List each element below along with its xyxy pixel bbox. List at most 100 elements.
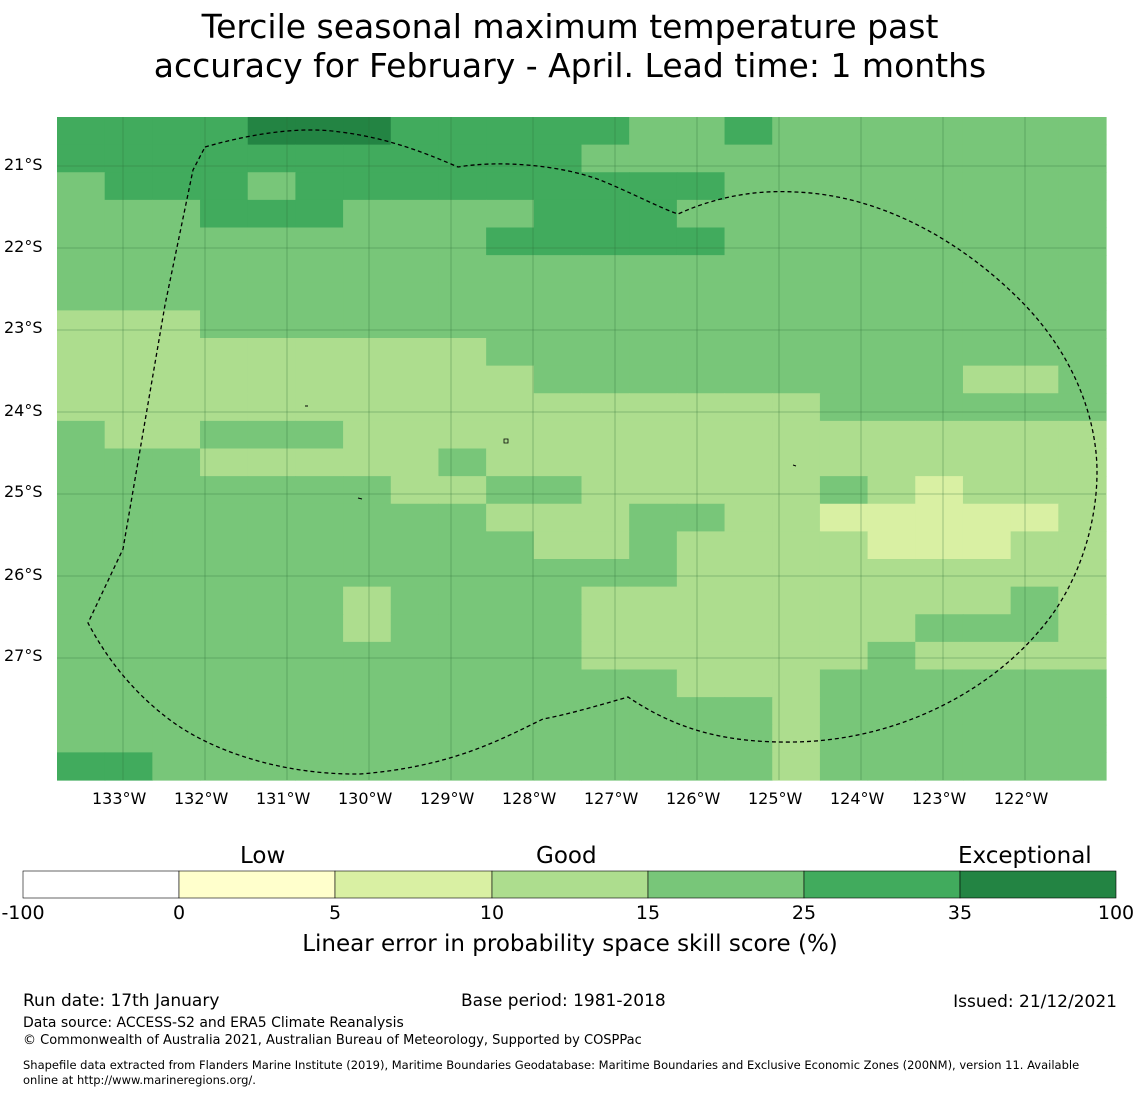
- grid-cell: [57, 117, 106, 146]
- grid-cell: [724, 448, 773, 477]
- lon-label: 123°W: [912, 789, 967, 808]
- grid-cell: [676, 365, 726, 394]
- grid-cell: [1010, 586, 1059, 615]
- island-marker: [503, 438, 509, 444]
- grid-cell: [486, 614, 535, 643]
- grid-cell: [486, 531, 535, 560]
- grid-cell: [819, 420, 869, 450]
- lat-label: 25°S: [4, 482, 43, 501]
- grid-cell: [343, 227, 392, 256]
- grid-cell: [200, 614, 249, 643]
- grid-cell: [200, 282, 249, 311]
- grid-cell: [200, 393, 249, 422]
- grid-cell: [581, 586, 630, 615]
- grid-cell: [152, 199, 201, 229]
- grid-cell: [438, 117, 487, 146]
- grid-cell: [295, 365, 344, 394]
- grid-cell: [867, 614, 916, 643]
- grid-cell: [486, 503, 535, 532]
- grid-cell: [1058, 559, 1107, 588]
- grid-cell: [1058, 448, 1107, 477]
- grid-cell: [104, 752, 153, 781]
- grid-cell: [915, 420, 964, 450]
- grid-cell: [438, 586, 487, 615]
- grid-cell: [390, 614, 440, 643]
- grid-cell: [295, 752, 344, 781]
- grid-cell: [390, 448, 440, 477]
- grid-cell: [629, 641, 678, 671]
- grid-cell: [343, 393, 392, 422]
- grid-cell: [486, 310, 535, 339]
- grid-cell: [629, 669, 678, 698]
- grid-cell: [867, 559, 916, 588]
- grid-cell: [104, 448, 153, 477]
- grid-cell: [581, 310, 630, 339]
- grid-cell: [104, 586, 153, 615]
- grid-cell: [438, 614, 487, 643]
- grid-cell: [867, 365, 916, 394]
- grid-cell: [724, 255, 773, 284]
- grid-cell: [1058, 117, 1107, 146]
- grid-cell: [962, 752, 1012, 781]
- grid-cell: [676, 476, 726, 505]
- grid-cell: [486, 586, 535, 615]
- grid-cell: [57, 144, 106, 173]
- base-period: Base period: 1981-2018: [461, 991, 666, 1011]
- colorbar-axis-label: Linear error in probability space skill …: [302, 931, 838, 957]
- grid-cell: [962, 448, 1012, 477]
- grid-cell: [581, 199, 630, 229]
- grid-cell: [962, 117, 1012, 146]
- grid-cell: [486, 559, 535, 588]
- grid-cell: [104, 641, 153, 671]
- grid-cell: [962, 559, 1012, 588]
- grid-cell: [867, 172, 916, 201]
- grid-cell: [533, 255, 583, 284]
- grid-cell: [1010, 614, 1059, 643]
- grid-cell: [390, 669, 440, 698]
- grid-cell: [724, 310, 773, 339]
- grid-cell: [915, 614, 964, 643]
- grid-cell: [1010, 641, 1059, 671]
- grid-cell: [533, 503, 583, 532]
- grid-cell: [533, 724, 583, 753]
- grid-cell: [247, 724, 297, 753]
- grid-cell: [819, 476, 869, 505]
- grid-cell: [438, 476, 487, 505]
- grid-cell: [486, 476, 535, 505]
- grid-cell: [915, 282, 964, 311]
- grid-cell: [581, 503, 630, 532]
- grid-cell: [867, 752, 916, 781]
- grid-cell: [867, 476, 916, 505]
- colorbar-swatch: [334, 870, 493, 899]
- grid-cell: [676, 310, 726, 339]
- grid-cell: [629, 476, 678, 505]
- grid-cell: [57, 697, 106, 726]
- grid-cell: [1010, 310, 1059, 339]
- grid-cell: [152, 255, 201, 284]
- grid-cell: [390, 476, 440, 505]
- lon-label: 132°W: [174, 789, 229, 808]
- grid-cell: [629, 144, 678, 173]
- grid-cell: [962, 476, 1012, 505]
- grid-cell: [486, 255, 535, 284]
- colorbar-tick: -100: [1, 902, 45, 924]
- grid-cell: [343, 724, 392, 753]
- grid-cell: [676, 338, 726, 367]
- grid-cell: [915, 641, 964, 671]
- grid-cell: [247, 144, 297, 173]
- grid-cell: [486, 338, 535, 367]
- grid-cell: [200, 199, 249, 229]
- grid-cell: [152, 448, 201, 477]
- grid-cell: [1058, 586, 1107, 615]
- grid-cell: [438, 255, 487, 284]
- grid-cell: [486, 227, 535, 256]
- grid-cell: [819, 559, 869, 588]
- grid-cell: [772, 144, 821, 173]
- grid-cell: [819, 310, 869, 339]
- grid-cell: [152, 420, 201, 450]
- grid-cell: [533, 448, 583, 477]
- grid-cell: [1010, 227, 1059, 256]
- grid-cell: [390, 199, 440, 229]
- grid-cell: [962, 227, 1012, 256]
- grid-cell: [819, 255, 869, 284]
